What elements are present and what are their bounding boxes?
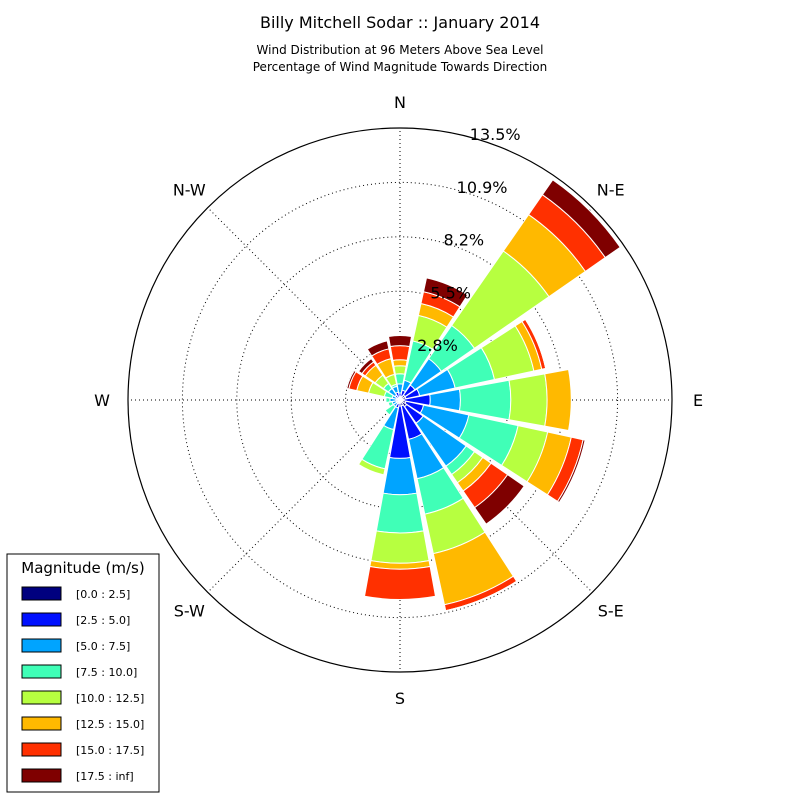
axis-labels: N N-E E S-E S S-W W N-W 2.8% 5.5% 8.2% 10.9% 13.5% (94, 93, 703, 708)
chart-title: Billy Mitchell Sodar :: January 2014 (260, 13, 540, 32)
sector-bar (392, 359, 408, 367)
legend-label: [12.5 : 15.0] (76, 718, 144, 731)
direction-label: S (395, 689, 405, 708)
sector-bar (357, 458, 386, 476)
sector-bar (458, 379, 512, 421)
grid-ring (181, 181, 619, 619)
ring-label: 13.5% (470, 125, 521, 144)
legend-label: [5.0 : 7.5] (76, 640, 130, 653)
sector-bars (346, 179, 621, 613)
sector-bar (385, 396, 391, 404)
direction-label: W (94, 391, 110, 410)
legend-title: Magnitude (m/s) (21, 559, 144, 577)
direction-label: E (693, 391, 703, 410)
legend-label: [7.5 : 10.0] (76, 666, 137, 679)
legend-items: [0.0 : 2.5] [2.5 : 5.0] [5.0 : 7.5] [7.5 : … (21, 586, 144, 783)
legend-swatch (21, 664, 62, 679)
chart-subtitle-2: Percentage of Wind Magnitude Towards Dir… (253, 60, 547, 74)
legend-label: [15.0 : 17.5] (76, 744, 144, 757)
sector-bar (544, 368, 572, 432)
legend-swatch (21, 586, 62, 601)
sector-bar (556, 439, 586, 504)
sector-bar (384, 403, 397, 416)
chart-subtitle: Wind Distribution at 96 Meters Above Sea… (257, 43, 544, 57)
legend-label: [10.0 : 12.5] (76, 692, 144, 705)
sector-bar (382, 456, 418, 496)
direction-label: N-W (173, 180, 206, 199)
ring-label: 5.5% (430, 283, 471, 302)
sector-bar (473, 473, 525, 525)
sector-bar (357, 357, 375, 375)
grid-spoke (207, 399, 401, 593)
sector-bar (363, 565, 437, 600)
direction-label: N-E (597, 180, 625, 199)
sector-bar (387, 335, 413, 348)
ring-label: 8.2% (443, 231, 484, 250)
sector-bar (394, 373, 406, 385)
sector-bar (346, 369, 357, 390)
legend-swatch (21, 768, 62, 783)
sector-bar (422, 277, 469, 308)
sector-bar (370, 530, 430, 564)
ring-label: 10.9% (457, 178, 508, 197)
ring-label: 2.8% (417, 336, 458, 355)
sector-bar (393, 365, 407, 375)
sector-bar (524, 318, 548, 369)
legend-label: [0.0 : 2.5] (76, 588, 130, 601)
sector-bar (541, 179, 621, 259)
sector-bar (508, 373, 548, 427)
legend-swatch (21, 638, 62, 653)
legend-swatch (21, 612, 62, 627)
sector-bar (445, 580, 518, 613)
direction-label: N (394, 93, 406, 112)
legend-swatch (21, 716, 62, 731)
legend-label: [17.5 : inf] (76, 770, 134, 783)
sector-bar (375, 492, 425, 534)
legend-label: [2.5 : 5.0] (76, 614, 130, 627)
sector-bar (389, 345, 411, 361)
outer-ring (127, 127, 673, 673)
legend-swatch (21, 690, 62, 705)
sector-bar (366, 340, 390, 357)
grid-spoke (207, 207, 401, 401)
direction-label: S-E (598, 602, 624, 621)
direction-label: S-W (174, 602, 205, 621)
legend: Magnitude (m/s) [0.0 : 2.5] [2.5 : 5.0] [5… (6, 553, 160, 793)
legend-swatch (21, 742, 62, 757)
